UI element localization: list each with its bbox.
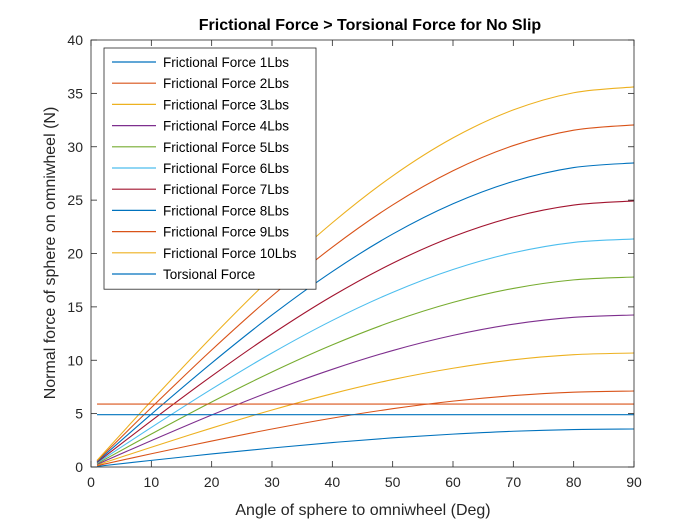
legend-label-4: Frictional Force 4Lbs xyxy=(163,119,289,134)
series-line-9 xyxy=(96,124,635,462)
legend-label-7: Frictional Force 7Lbs xyxy=(163,182,289,197)
x-tick-label: 10 xyxy=(144,474,160,490)
y-tick-label: 25 xyxy=(67,192,83,208)
x-axis-label: Angle of sphere to omniwheel (Deg) xyxy=(235,502,490,519)
series-line-4 xyxy=(96,314,635,465)
x-tick-label: 40 xyxy=(325,474,341,490)
x-tick-label: 30 xyxy=(264,474,280,490)
y-tick-label: 15 xyxy=(67,299,83,315)
legend-label-11: Torsional Force xyxy=(163,267,255,282)
x-tick-label: 20 xyxy=(204,474,220,490)
series-line-7 xyxy=(96,200,635,463)
series-line-6 xyxy=(96,238,635,464)
x-tick-label: 50 xyxy=(385,474,401,490)
y-tick-label: 5 xyxy=(75,406,83,422)
y-tick-label: 35 xyxy=(67,85,83,101)
chart-title: Frictional Force > Torsional Force for N… xyxy=(199,17,542,34)
y-tick-label: 10 xyxy=(67,352,83,368)
axes: 0 10 20 30 40 50 60 70 80 90 0 5 10 15 20 25 30 35 40 xyxy=(67,32,642,490)
legend-label-2: Frictional Force 2Lbs xyxy=(163,76,289,91)
x-tick-label: 80 xyxy=(566,474,582,490)
legend-label-1: Frictional Force 1Lbs xyxy=(163,55,289,70)
legend-label-5: Frictional Force 5Lbs xyxy=(163,140,289,155)
legend-label-10: Frictional Force 10Lbs xyxy=(163,246,297,261)
legend-box xyxy=(103,47,317,290)
legend-label-8: Frictional Force 8Lbs xyxy=(163,203,289,218)
series-layer xyxy=(96,86,635,467)
series-line-1 xyxy=(96,428,635,467)
series-line-5 xyxy=(96,276,635,465)
legend-label-6: Frictional Force 6Lbs xyxy=(163,161,289,176)
legend-label-9: Frictional Force 9Lbs xyxy=(163,225,289,240)
x-tick-label: 60 xyxy=(445,474,461,490)
y-tick-label: 20 xyxy=(67,246,83,262)
series-line-3 xyxy=(96,352,635,466)
legend: Frictional Force 1Lbs Frictional Force 2L… xyxy=(103,47,317,290)
x-tick-label: 90 xyxy=(626,474,642,490)
y-tick-label: 30 xyxy=(67,139,83,155)
x-tick-label: 0 xyxy=(87,474,95,490)
y-tick-label: 40 xyxy=(67,32,83,48)
series-line-8 xyxy=(96,162,635,463)
y-tick-label: 0 xyxy=(75,459,83,475)
series-line-10 xyxy=(96,86,635,461)
x-tick-label: 70 xyxy=(506,474,522,490)
y-axis-label: Normal force of sphere on omniwheel (N) xyxy=(42,107,59,400)
series-line-2 xyxy=(96,390,635,467)
legend-label-3: Frictional Force 3Lbs xyxy=(163,97,289,112)
